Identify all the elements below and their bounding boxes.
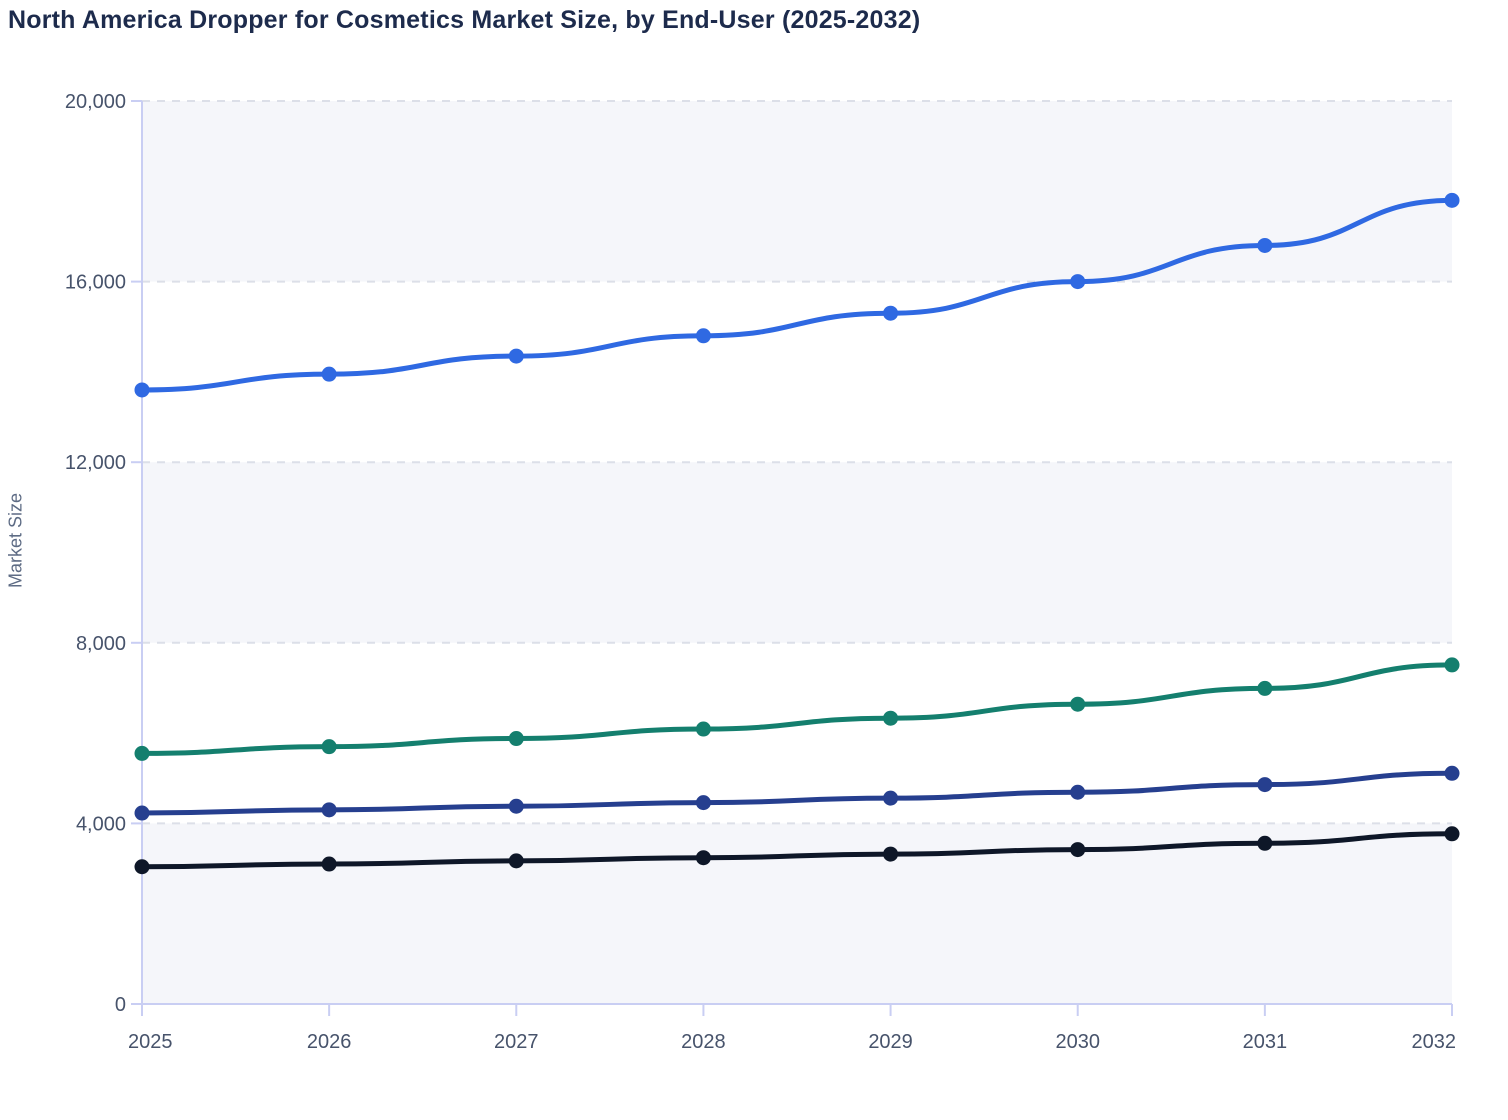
series-2-teal-point-2030	[1070, 696, 1086, 712]
series-2-teal-point-2027	[508, 731, 524, 747]
x-tick-label: 2027	[494, 1031, 539, 1053]
series-4-black-point-2029	[883, 846, 899, 862]
x-tick-label: 2026	[307, 1031, 352, 1053]
series-3-navy-point-2028	[695, 795, 711, 811]
series-4-black-point-2031	[1257, 835, 1273, 851]
series-2-teal-point-2032	[1444, 657, 1460, 673]
series-1-blue-point-2026	[321, 366, 337, 382]
x-tick-label: 2032	[1412, 1031, 1457, 1053]
series-1-blue-point-2029	[883, 305, 899, 321]
series-4-black-point-2030	[1070, 842, 1086, 858]
series-3-navy-point-2032	[1444, 765, 1460, 781]
series-3-navy-point-2030	[1070, 784, 1086, 800]
x-tick-label: 2031	[1243, 1031, 1288, 1053]
plot-band	[142, 101, 1452, 282]
series-2-teal-line	[139, 662, 1455, 756]
plot-band	[142, 462, 1452, 643]
series-2-teal-point-2025	[134, 745, 150, 761]
x-tick-label: 2025	[128, 1031, 173, 1053]
y-tick-label: 20,000	[65, 91, 126, 113]
series-4-black-point-2026	[321, 856, 337, 872]
series-4-black-point-2027	[508, 853, 524, 869]
series-3-navy-line	[139, 770, 1455, 816]
x-tick-label: 2029	[868, 1031, 913, 1053]
series-2-teal-point-2029	[883, 710, 899, 726]
series-3-navy-point-2031	[1257, 777, 1273, 793]
series-4-black-point-2028	[695, 850, 711, 866]
series-4-black-line	[139, 831, 1455, 870]
series-1-blue-point-2027	[508, 348, 524, 364]
series-3-navy-point-2026	[321, 802, 337, 818]
chart-title: North America Dropper for Cosmetics Mark…	[8, 6, 921, 34]
series-4-black-point-2025	[134, 859, 150, 875]
plot-band	[142, 823, 1452, 1004]
series-1-blue-line	[139, 197, 1455, 393]
series-3-navy-point-2029	[883, 790, 899, 806]
y-tick-label: 12,000	[65, 452, 126, 474]
series-3-navy-point-2025	[134, 805, 150, 821]
series-2-teal-point-2026	[321, 739, 337, 755]
y-tick-label: 0	[115, 994, 126, 1016]
series-1-blue-point-2032	[1444, 192, 1460, 208]
series-1-blue-point-2028	[695, 328, 711, 344]
series-4-black-point-2032	[1444, 826, 1460, 842]
x-tick-label: 2030	[1055, 1031, 1100, 1053]
y-tick-label: 4,000	[76, 813, 126, 835]
series-2-teal-point-2031	[1257, 680, 1273, 696]
y-tick-label: 8,000	[76, 633, 126, 655]
x-tick-label: 2028	[681, 1031, 726, 1053]
y-tick-label: 16,000	[65, 272, 126, 294]
series-1-blue-point-2031	[1257, 237, 1273, 253]
series-2-teal-point-2028	[695, 721, 711, 737]
series-3-navy-point-2027	[508, 798, 524, 814]
series-1-blue-point-2025	[134, 382, 150, 398]
series-1-blue-point-2030	[1070, 274, 1086, 290]
